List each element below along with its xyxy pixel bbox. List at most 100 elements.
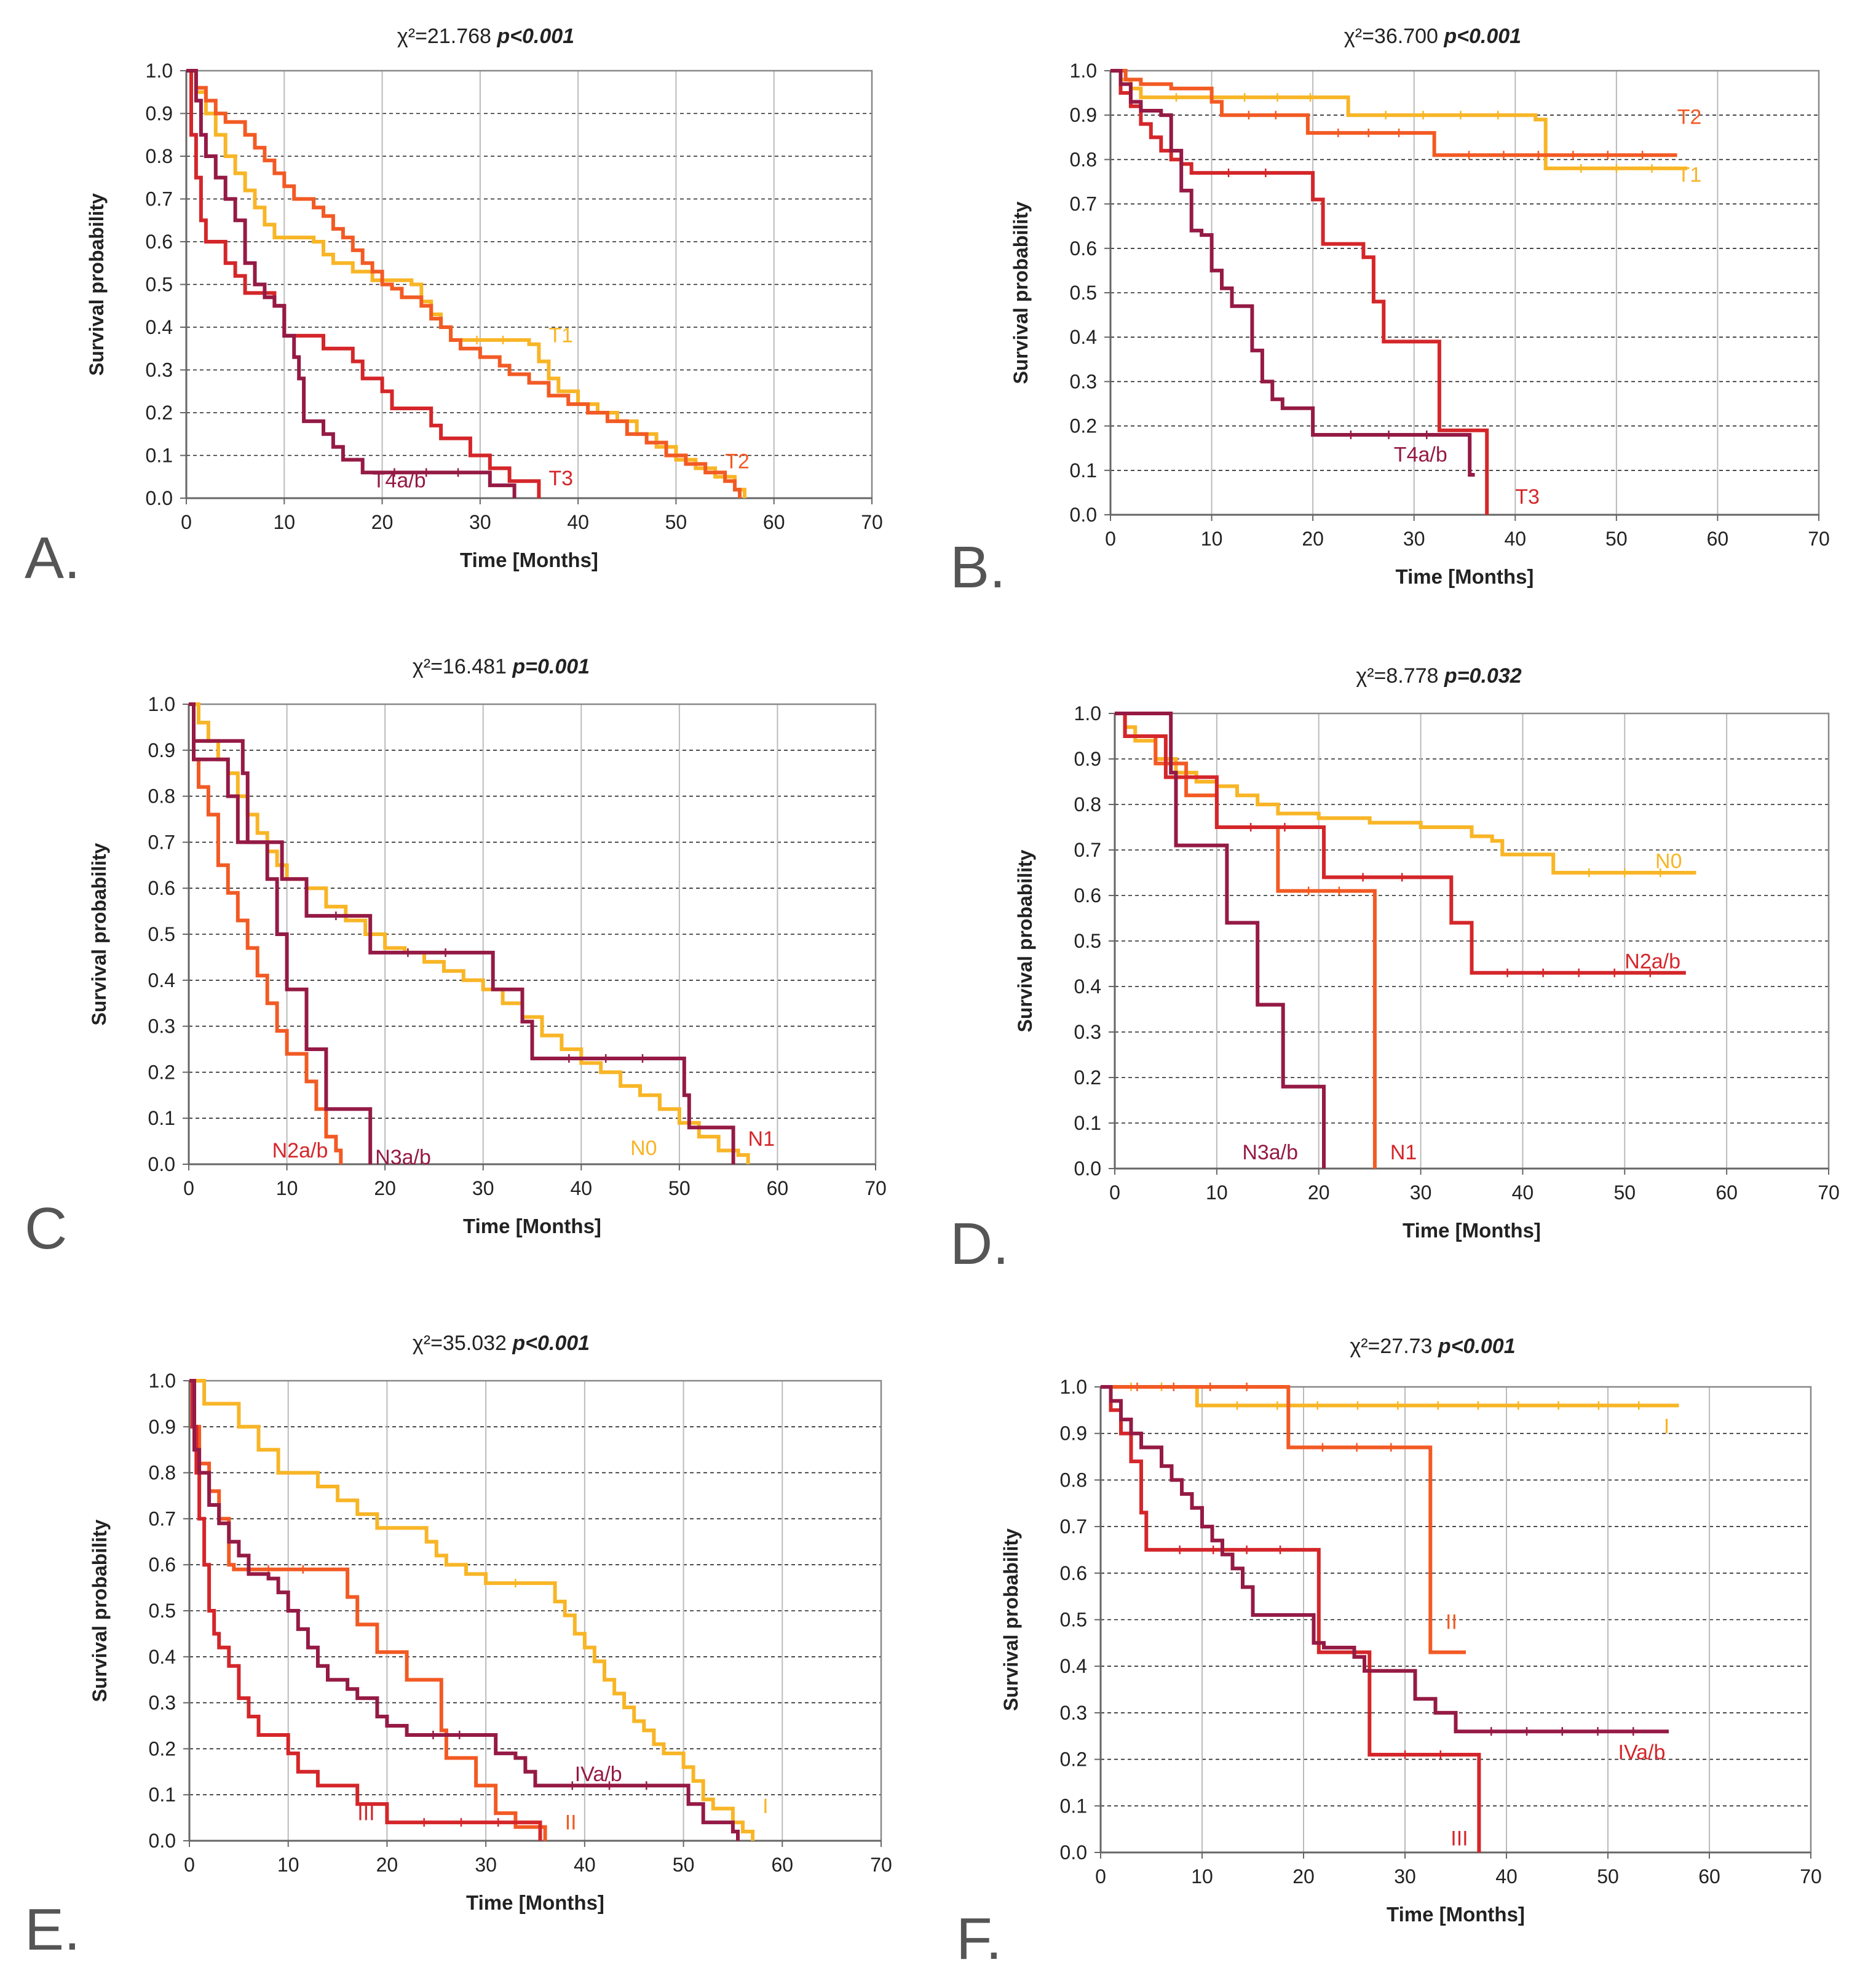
y-tick-label: 0.3 [146, 359, 173, 381]
km-curve-ivab [189, 1379, 740, 1841]
km-panel-5: 0.0 0.1 0.2 0.3 0.4 0.5 0.6 0.7 0.8 0.9 1.0 0 10 20 30… [25, 1332, 892, 1963]
series-label-n0: N0 [1655, 850, 1682, 873]
y-tick-label: 0.7 [1070, 193, 1097, 215]
y-tick-label: 0.1 [1060, 1795, 1087, 1817]
y-tick-label: 0.7 [146, 188, 173, 210]
x-tick-label: 20 [374, 1177, 396, 1199]
series-label-t2: T2 [1677, 106, 1702, 129]
km-panel-4: 0.0 0.1 0.2 0.3 0.4 0.5 0.6 0.7 0.8 0.9 1.0 0 10 20 30… [950, 664, 1840, 1277]
y-tick-label: 0.2 [1060, 1749, 1087, 1771]
y-tick-label: 0.0 [146, 487, 173, 509]
y-tick-label: 0.1 [148, 1107, 175, 1129]
x-tick-label: 10 [1191, 1865, 1213, 1888]
p-value: p<0.001 [496, 25, 574, 48]
y-tick-label: 0.5 [149, 1600, 176, 1622]
series-label-iii: III [357, 1801, 374, 1825]
x-tick-label: 50 [1597, 1865, 1619, 1888]
chart-title: χ²=16.481 p=0.001 [413, 655, 590, 678]
series-label-n1: N1 [748, 1127, 775, 1151]
x-tick-label: 70 [1808, 528, 1830, 550]
x-tick-label: 20 [1302, 528, 1324, 550]
y-tick-label: 1.0 [146, 60, 173, 82]
y-tick-label: 0.4 [1060, 1655, 1087, 1677]
x-tick-label: 0 [1095, 1865, 1106, 1888]
x-tick-label: 60 [771, 1854, 793, 1876]
x-tick-label: 60 [767, 1177, 789, 1199]
y-tick-label: 1.0 [1070, 60, 1097, 82]
km-panel-3: 0.0 0.1 0.2 0.3 0.4 0.5 0.6 0.7 0.8 0.9 1.0 0 10 20 30… [25, 655, 887, 1261]
km-curve-n2ab [189, 702, 343, 1164]
y-tick-label: 0.2 [148, 1061, 175, 1083]
chart-title: χ²=36.700 p<0.001 [1344, 25, 1521, 48]
series-label-ivab: IVa/b [1618, 1741, 1666, 1765]
km-curve-t4ab [186, 69, 516, 498]
x-tick-label: 30 [472, 1177, 494, 1199]
y-tick-label: 0.9 [148, 739, 175, 761]
chi-square-stat: χ²=35.032 [413, 1332, 512, 1355]
series-label-n1: N1 [1390, 1141, 1417, 1164]
series-label-ii: II [1446, 1611, 1457, 1634]
km-curve-t2 [186, 69, 742, 498]
series-label-t3: T3 [548, 467, 573, 490]
panel-label: C [25, 1196, 67, 1261]
y-tick-label: 0.5 [148, 923, 175, 945]
y-tick-label: 0.4 [148, 969, 175, 991]
y-tick-label: 0.3 [1070, 370, 1097, 392]
y-tick-label: 0.0 [1074, 1157, 1101, 1180]
y-tick-label: 0.7 [1074, 839, 1101, 861]
p-value: p<0.001 [512, 1332, 590, 1355]
x-tick-label: 10 [277, 1854, 299, 1876]
y-tick-label: 0.6 [1074, 884, 1101, 907]
y-tick-label: 0.6 [149, 1554, 176, 1576]
chi-square-stat: χ²=21.768 [397, 25, 497, 48]
series-label-n0: N0 [630, 1137, 657, 1160]
x-tick-label: 70 [1818, 1181, 1840, 1204]
series-label-t1: T1 [548, 324, 573, 347]
y-axis-title: Survival probability [85, 193, 108, 376]
y-tick-label: 1.0 [1060, 1376, 1087, 1398]
x-tick-label: 30 [469, 511, 491, 533]
y-tick-label: 0.9 [146, 103, 173, 125]
x-tick-label: 60 [1698, 1865, 1720, 1888]
y-tick-label: 0.2 [149, 1737, 176, 1760]
y-tick-label: 0.7 [149, 1507, 176, 1530]
panel-label: A. [25, 525, 81, 591]
y-tick-label: 0.9 [1070, 104, 1097, 126]
panel-label: D. [950, 1211, 1009, 1277]
km-curve-iii [189, 1379, 542, 1841]
y-tick-label: 0.6 [148, 877, 175, 899]
km-curve-n2ab [1115, 712, 1686, 975]
km-curve-n1 [189, 702, 735, 1164]
series-label-t2: T2 [725, 450, 750, 473]
y-tick-label: 0.1 [149, 1784, 176, 1806]
series-label-ii: II [565, 1811, 577, 1834]
series-label-t3: T3 [1515, 485, 1540, 509]
chart-title: χ²=27.73 p<0.001 [1350, 1335, 1515, 1358]
y-axis-title: Survival probability [1010, 201, 1032, 384]
km-curve-n0 [1115, 712, 1696, 875]
chi-square-stat: χ²=36.700 [1344, 25, 1444, 48]
series-label-t1: T1 [1677, 164, 1702, 187]
y-tick-label: 0.3 [148, 1015, 175, 1038]
y-axis-title: Survival probability [89, 1519, 111, 1702]
x-tick-label: 0 [184, 1854, 195, 1876]
series-label-n3ab: N3a/b [375, 1146, 431, 1169]
series-label-n2ab: N2a/b [1625, 950, 1680, 973]
chi-square-stat: χ²=16.481 [413, 655, 512, 678]
x-tick-label: 70 [870, 1854, 892, 1876]
x-tick-label: 50 [668, 1177, 691, 1199]
y-tick-label: 0.3 [1074, 1021, 1101, 1043]
x-tick-label: 30 [1403, 528, 1425, 550]
p-value: p<0.001 [1438, 1335, 1516, 1358]
y-tick-label: 0.9 [1074, 748, 1101, 770]
series-label-ivab: IVa/b [575, 1763, 622, 1786]
y-tick-label: 0.8 [1070, 148, 1097, 170]
x-tick-label: 10 [276, 1177, 298, 1199]
y-tick-label: 0.7 [148, 831, 175, 853]
km-curve-t3 [186, 69, 541, 498]
y-tick-label: 0.8 [148, 785, 175, 808]
x-tick-label: 40 [574, 1854, 596, 1876]
x-tick-label: 30 [475, 1854, 497, 1876]
x-tick-label: 50 [1613, 1181, 1636, 1204]
panel-label: F. [956, 1906, 1002, 1972]
